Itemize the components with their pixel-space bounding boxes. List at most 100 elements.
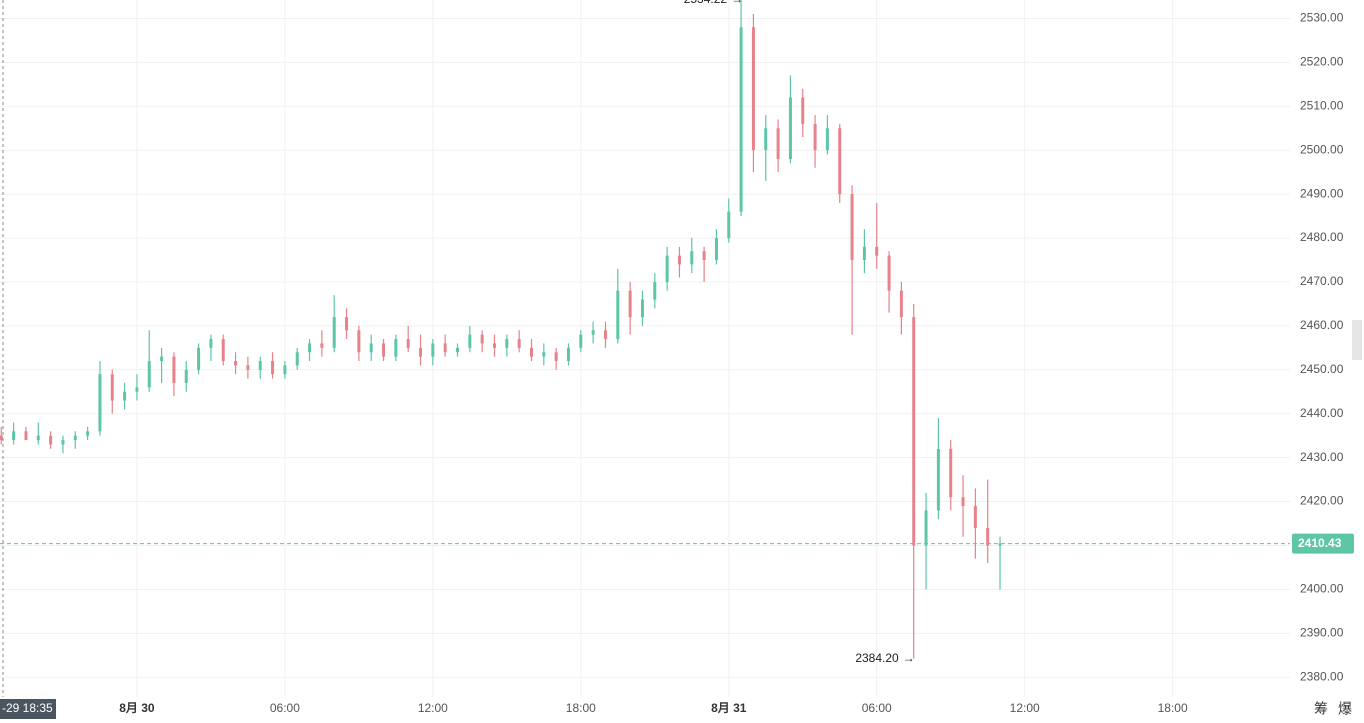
candle-body [973, 505, 977, 528]
candle-body [579, 334, 583, 348]
min-arrow: → [903, 651, 915, 665]
x-tick-label: 06:00 [862, 701, 892, 715]
candle-body [899, 290, 903, 318]
candle-body [24, 431, 28, 441]
candle-body [419, 347, 423, 357]
toolbar-button[interactable]: 爆 [1338, 701, 1352, 717]
candle-body [357, 330, 361, 353]
y-tick-label: 2470.00 [1300, 274, 1344, 288]
candle-body [714, 238, 718, 261]
candle-body [369, 343, 373, 353]
y-tick-label: 2480.00 [1300, 230, 1344, 244]
candle-body [61, 440, 65, 445]
candle-body [949, 448, 953, 498]
y-tick-label: 2460.00 [1300, 318, 1344, 332]
candle-body [295, 352, 299, 366]
x-tick-label: 18:00 [1158, 701, 1188, 715]
candle-body [529, 347, 533, 357]
x-tick-label: 06:00 [270, 701, 300, 715]
candle-body [603, 330, 607, 340]
candle-body [751, 27, 755, 151]
max-arrow: → [731, 0, 743, 6]
candle-body [542, 352, 546, 357]
candle-body [36, 435, 40, 441]
y-tick-label: 2520.00 [1300, 55, 1344, 69]
x-tick-label: 12:00 [1010, 701, 1040, 715]
max-marker: 2534.22 [684, 0, 728, 6]
y-tick-label: 2500.00 [1300, 142, 1344, 156]
x-tick-label: 8月 31 [711, 701, 747, 715]
candle-body [406, 339, 410, 348]
y-tick-label: 2390.00 [1300, 625, 1344, 639]
candle-body [640, 299, 644, 318]
candle-body [283, 365, 287, 375]
candle-body [862, 246, 866, 261]
candle-body [566, 347, 570, 362]
y-tick-label: 2440.00 [1300, 406, 1344, 420]
candle-body [554, 352, 558, 362]
candle-body [184, 369, 188, 383]
min-marker: 2384.20 [855, 651, 899, 665]
y-tick-label: 2380.00 [1300, 669, 1344, 683]
candle-body [986, 527, 990, 546]
candle-body [258, 361, 262, 370]
scroll-handle[interactable] [1352, 320, 1362, 360]
candle-body [221, 339, 225, 362]
y-tick-label: 2490.00 [1300, 186, 1344, 200]
candle-body [961, 497, 965, 506]
candle-body [394, 339, 398, 357]
candle-body [234, 361, 238, 366]
candle-body [505, 339, 509, 348]
y-tick-label: 2510.00 [1300, 98, 1344, 112]
candle-body [739, 27, 743, 212]
toolbar-button[interactable]: 筹 [1314, 701, 1328, 717]
candle-body [456, 347, 460, 353]
candle-body [308, 343, 312, 353]
candle-body [875, 246, 879, 256]
last-price-tag [1292, 533, 1354, 554]
candle-body [801, 97, 805, 124]
candle-body [147, 361, 151, 388]
last-price-label: 2410.43 [1298, 536, 1342, 550]
candle-body [776, 128, 780, 159]
candle-body [12, 431, 16, 441]
candle-body [998, 543, 1002, 546]
candle-body [49, 435, 53, 445]
candle-body [197, 347, 201, 370]
candle-body [936, 448, 940, 511]
candle-body [764, 128, 768, 151]
candle-body [271, 361, 275, 375]
candle-body [924, 510, 928, 546]
candle-body [172, 356, 176, 383]
y-tick-label: 2420.00 [1300, 494, 1344, 508]
candle-body [443, 343, 447, 353]
candle-body [209, 339, 213, 348]
candle-body [110, 374, 114, 401]
candle-body [468, 334, 472, 348]
candle-body [160, 356, 164, 362]
candle-body [382, 343, 386, 357]
x-tick-label: 12:00 [418, 701, 448, 715]
candle-body [591, 330, 595, 335]
candle-body [345, 317, 349, 331]
x-tick-label: 8月 30 [119, 701, 155, 715]
y-tick-label: 2400.00 [1300, 582, 1344, 596]
x-tick-label: 18:00 [566, 701, 596, 715]
candle-body [825, 128, 829, 151]
candle-body [702, 251, 706, 261]
y-tick-label: 2450.00 [1300, 362, 1344, 376]
candle-body [727, 211, 731, 239]
candle-body [332, 317, 336, 348]
candle-body [690, 251, 694, 265]
candle-body [86, 431, 90, 436]
candle-body [493, 343, 496, 348]
candle-body [480, 334, 484, 344]
candle-body [0, 435, 3, 441]
candle-body [850, 194, 854, 261]
y-tick-label: 2530.00 [1300, 11, 1344, 25]
candle-body [653, 281, 657, 300]
candle-body [838, 128, 842, 195]
candle-body [887, 255, 891, 291]
